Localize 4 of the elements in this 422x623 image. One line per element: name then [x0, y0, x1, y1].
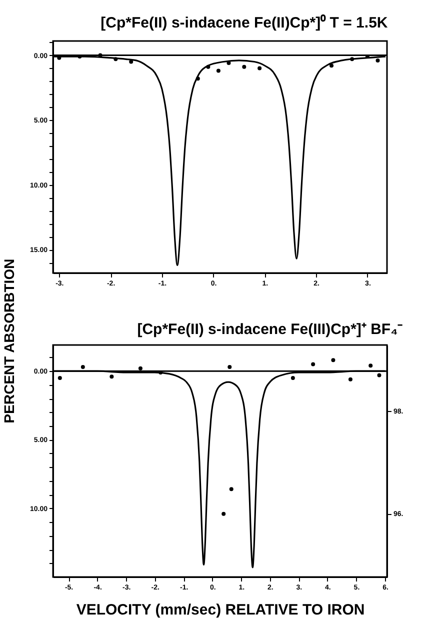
y-axis-title: PERCENT ABSORBTION [1, 258, 17, 424]
chart-title: [Cp*Fe(II) s-indacene Fe(III)Cp*]⁺ BF₄⁻ [137, 321, 403, 338]
x-axis-title: VELOCITY (mm/sec) RELATIVE TO IRON [76, 602, 365, 618]
chart-title: [Cp*Fe(II) s-indacene Fe(II)Cp*]⁰ T = 1.5K [100, 13, 388, 32]
